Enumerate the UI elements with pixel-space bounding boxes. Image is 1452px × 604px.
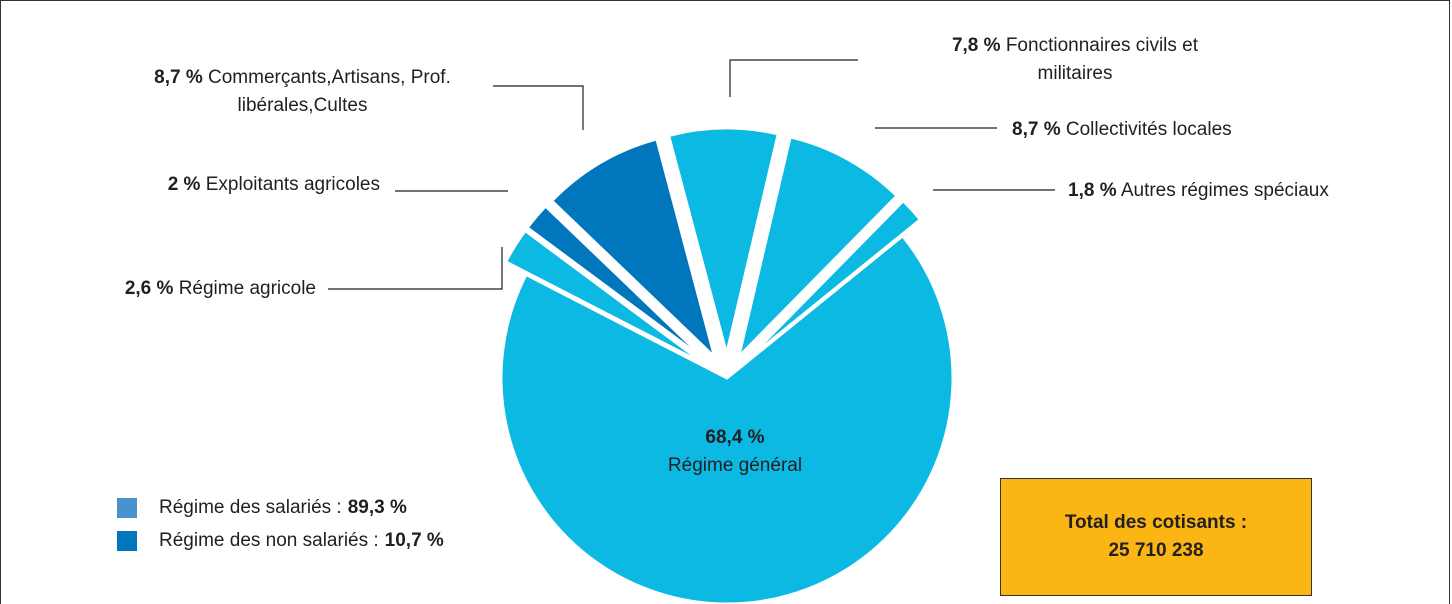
legend-swatch (117, 498, 137, 518)
slice-value-label: 2 % (167, 174, 201, 195)
leader-line (493, 85, 584, 130)
slice-name: Commerçants,Artisans, Prof. libérales,Cu… (208, 67, 451, 116)
slice-name: Régime général (667, 455, 803, 476)
slice-value-label: 8,7 % (1012, 119, 1061, 140)
legend-name: Régime des salariés : (159, 497, 342, 518)
legend-item: Régime des non salariés :10,7 % (117, 530, 444, 552)
leader-line (729, 59, 858, 97)
slice-name: Exploitants agricoles (205, 174, 380, 195)
legend-swatch (117, 531, 137, 551)
pie-slice (666, 126, 781, 355)
slice-label: 8,7 % Collectivités locales (1012, 116, 1342, 144)
legend-share: 10,7 % (384, 530, 444, 551)
pie-slice (525, 203, 710, 364)
total-label: Total des cotisants : (1064, 512, 1248, 533)
slice-label: 2,6 % Régime agricole (40, 275, 316, 303)
pie-slice (499, 233, 955, 604)
slice-value-label: 8,7 % (154, 67, 203, 88)
pie-slice (743, 198, 923, 364)
slice-name: Régime agricole (178, 278, 316, 299)
pie-slice (549, 137, 718, 363)
slice-label: 1,8 % Autres régimes spéciaux (1068, 177, 1448, 205)
legend-share: 89,3 % (347, 497, 407, 518)
slice-value-label: 1,8 % (1068, 180, 1117, 201)
slice-label: 8,7 % Commerçants,Artisans, Prof. libéra… (130, 64, 475, 120)
slice-label: 68,4 % Régime général (585, 424, 885, 480)
slice-label: 7,8 % Fonctionnaires civils et militaire… (930, 32, 1220, 88)
slice-name: Fonctionnaires civils et militaires (1005, 35, 1199, 84)
total-value: 25 710 238 (1108, 540, 1204, 561)
slice-value-label: 7,8 % (951, 35, 1001, 56)
slice-value-label: 2,6 % (124, 278, 174, 299)
slice-label: 2 % Exploitants agricoles (80, 171, 380, 199)
legend-item: Régime des salariés :89,3 % (117, 497, 407, 519)
pie-slice (735, 135, 900, 362)
slice-value-label: 68,4 % (705, 427, 765, 448)
leader-line (328, 247, 503, 290)
slice-name: Collectivités locales (1065, 119, 1232, 140)
pie-slice (503, 228, 708, 367)
legend-name: Régime des non salariés : (159, 530, 379, 551)
total-box: Total des cotisants : 25 710 238 (1000, 478, 1312, 596)
slice-name: Autres régimes spéciaux (1120, 180, 1329, 201)
